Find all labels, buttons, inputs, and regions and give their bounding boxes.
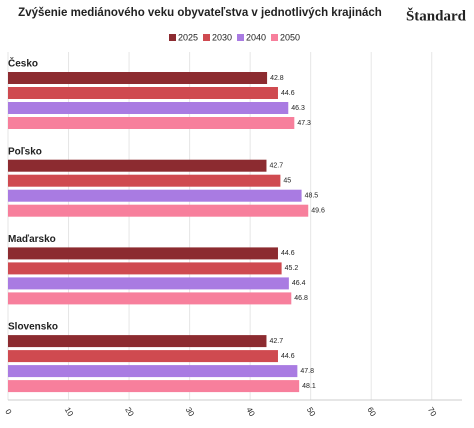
bar <box>8 189 302 202</box>
legend-swatch <box>237 34 244 41</box>
value-label: 44.6 <box>281 250 295 257</box>
value-label: 46.4 <box>292 280 306 287</box>
legend-swatch <box>271 34 278 41</box>
legend-label: 2050 <box>280 32 300 42</box>
bar <box>8 204 309 217</box>
bar <box>8 117 295 129</box>
x-tick-label: 40 <box>244 406 257 419</box>
value-label: 46.3 <box>291 105 305 112</box>
legend-label: 2040 <box>246 32 266 42</box>
value-label: 44.6 <box>281 353 295 360</box>
value-label: 49.6 <box>311 208 325 215</box>
x-tick-label: 0 <box>3 408 13 417</box>
value-label: 47.8 <box>300 368 314 375</box>
x-tick-label: 20 <box>123 406 136 419</box>
bar <box>8 335 267 348</box>
legend-swatch <box>169 34 176 41</box>
bar <box>8 277 289 290</box>
legend-label: 2025 <box>178 32 198 42</box>
legend-swatch <box>203 34 210 41</box>
bar <box>8 262 282 275</box>
bar <box>8 247 278 260</box>
value-label: 44.6 <box>281 90 295 97</box>
bar <box>8 159 267 172</box>
value-label: 48.1 <box>302 383 316 390</box>
category-label: Poľsko <box>8 146 42 157</box>
category-label: Slovensko <box>8 322 58 333</box>
value-label: 47.3 <box>297 120 311 127</box>
bar <box>8 380 300 393</box>
value-label: 42.8 <box>270 75 284 82</box>
x-tick-label: 30 <box>184 406 197 419</box>
value-label: 45 <box>283 178 291 185</box>
bar <box>8 102 289 114</box>
category-label: Maďarsko <box>8 234 56 245</box>
value-label: 48.5 <box>305 193 319 200</box>
value-label: 46.8 <box>294 295 308 302</box>
bar <box>8 87 278 99</box>
bar <box>8 350 278 363</box>
legend-label: 2030 <box>212 32 232 42</box>
brand: Štandard <box>406 7 467 24</box>
x-tick-label: 70 <box>426 406 439 419</box>
x-tick-label: 10 <box>63 406 76 419</box>
value-label: 42.7 <box>269 338 283 345</box>
value-label: 42.7 <box>269 163 283 170</box>
chart-title: Zvýšenie mediánového veku obyvateľstva v… <box>18 7 382 19</box>
x-tick-label: 50 <box>305 406 318 419</box>
bar <box>8 72 268 84</box>
bar <box>8 292 292 305</box>
value-label: 45.2 <box>285 265 299 272</box>
category-label: Česko <box>8 57 38 70</box>
x-tick-label: 60 <box>365 406 378 419</box>
bar <box>8 365 298 378</box>
bar <box>8 174 281 187</box>
